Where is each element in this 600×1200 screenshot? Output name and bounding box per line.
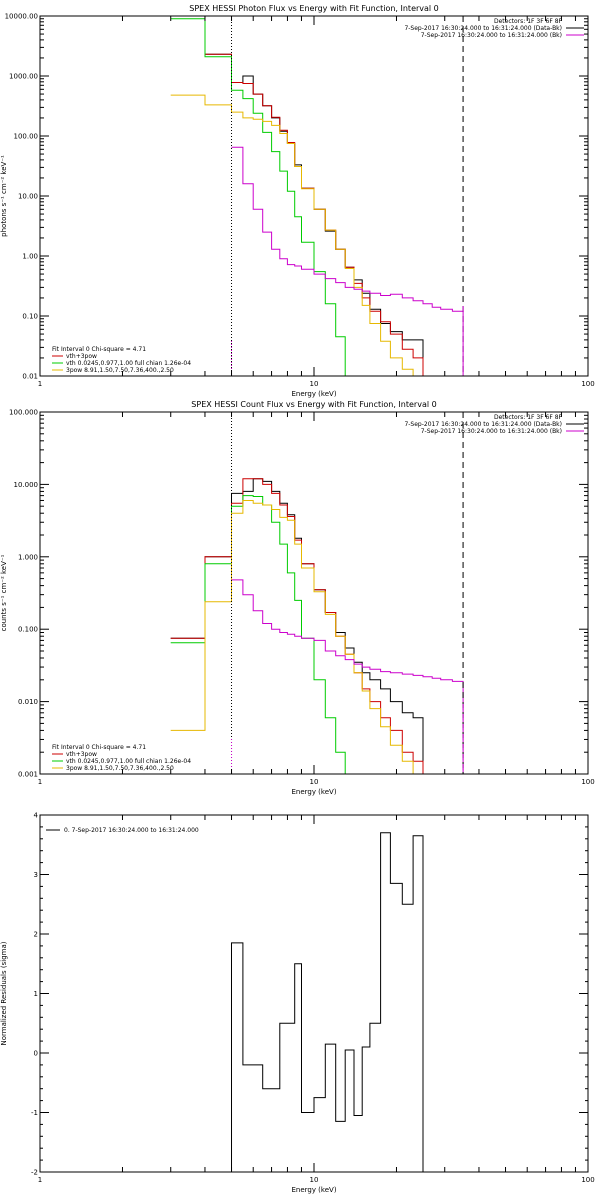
legend-line-4: 3pow 8.91,1.50,7.50,7.36,400.,2.50: [66, 367, 174, 374]
y-tick-label: 4: [34, 812, 39, 820]
chart-title: SPEX HESSI Photon Flux vs Energy with Fi…: [189, 4, 439, 13]
y-tick-label: 100.000: [9, 409, 38, 417]
y-tick-label: 1.00: [22, 253, 38, 261]
y-tick-label: 10.00: [18, 193, 38, 201]
legend-line-1: Fit Interval 0 Chi-square = 4.71: [52, 744, 146, 751]
chart-panel-1: SPEX HESSI Photon Flux vs Energy with Fi…: [0, 4, 595, 398]
series-line-3: [170, 495, 354, 774]
y-tick-label: 0.01: [22, 373, 38, 381]
series-line-2: [170, 478, 424, 774]
x-tick-label: 10: [310, 380, 319, 388]
legend-line-3: vth 0.0245,0.977,1.00 full chian 1.26e-0…: [66, 360, 191, 367]
x-tick-label: 10: [310, 778, 319, 786]
y-tick-label: -2: [31, 1169, 38, 1177]
x-tick-label: 1: [38, 380, 42, 388]
series-line-4: [170, 500, 423, 774]
info-line-3: 7-Sep-2017 16:30:24.000 to 16:31:24.000 …: [421, 428, 562, 435]
y-tick-label: -1: [31, 1109, 38, 1117]
x-tick-label: 1: [38, 778, 42, 786]
y-tick-label: 3: [34, 871, 38, 879]
series-line-1: [230, 832, 424, 1172]
y-tick-label: 0.10: [22, 313, 38, 321]
series-line-5: [231, 146, 464, 376]
x-axis-label: Energy (keV): [291, 1186, 336, 1194]
x-tick-label: 100: [581, 380, 594, 388]
chart-panel-2: SPEX HESSI Count Flux vs Energy with Fit…: [0, 400, 595, 796]
y-tick-label: 10000.00: [5, 13, 38, 21]
series-group: [170, 16, 464, 376]
series-line-4: [170, 94, 423, 376]
chart-title: SPEX HESSI Count Flux vs Energy with Fit…: [191, 400, 436, 409]
series-group: [170, 478, 464, 774]
legend-line-4: 3pow 8.91,1.50,7.50,7.36,400.,2.50: [66, 765, 174, 772]
info-line-1: Detectors: 1F 3F 6F 8F: [494, 414, 563, 421]
y-tick-label: 1000.00: [9, 73, 38, 81]
y-tick-label: 0.001: [18, 771, 38, 779]
legend-line-1: 0. 7-Sep-2017 16:30:24.000 to 16:31:24.0…: [64, 827, 199, 834]
x-tick-label: 100: [581, 778, 594, 786]
y-tick-label: 100.00: [14, 133, 39, 141]
legend-line-2: vth+3pow: [66, 353, 97, 360]
y-tick-label: 0.010: [18, 698, 38, 706]
plot-frame: [39, 814, 589, 1173]
y-axis-label: Normalized Residuals (sigma): [0, 941, 8, 1045]
x-tick-label: 100: [581, 1176, 594, 1184]
y-tick-label: 2: [34, 931, 38, 939]
y-tick-label: 1: [34, 990, 38, 998]
x-axis-label: Energy (keV): [291, 390, 336, 398]
info-line-2: 7-Sep-2017 16:30:24.000 to 16:31:24.000 …: [404, 25, 562, 32]
series-line-3: [170, 18, 354, 376]
series-line-1: [170, 478, 424, 774]
info-line-3: 7-Sep-2017 16:30:24.000 to 16:31:24.000 …: [421, 32, 562, 39]
info-line-2: 7-Sep-2017 16:30:24.000 to 16:31:24.000 …: [404, 421, 562, 428]
y-tick-label: 1.000: [18, 553, 38, 561]
x-tick-label: 10: [310, 1176, 319, 1184]
y-axis-label: counts s⁻¹ cm⁻² keV⁻¹: [0, 554, 8, 631]
series-line-5: [231, 579, 464, 774]
series-group: [230, 832, 424, 1172]
legend-line-2: vth+3pow: [66, 751, 97, 758]
legend-line-1: Fit Interval 0 Chi-square = 4.71: [52, 346, 146, 353]
x-axis-label: Energy (keV): [291, 788, 336, 796]
y-tick-label: 0: [34, 1050, 38, 1058]
legend-line-3: vth 0.0245,0.977,1.00 full chian 1.26e-0…: [66, 758, 191, 765]
y-axis-label: photons s⁻¹ cm⁻² keV⁻¹: [0, 155, 8, 237]
plot-frame: [39, 411, 589, 775]
chart-panel-3: 1 10 100 Energy (keV) -2 -1 0 1 2 3 4 Normalized Re…: [0, 812, 595, 1195]
x-tick-label: 1: [38, 1176, 42, 1184]
y-tick-label: 10.000: [14, 481, 39, 489]
y-tick-label: 0.100: [18, 626, 38, 634]
series-line-2: [170, 16, 424, 376]
info-line-1: Detectors: 1F 3F 6F 8F: [494, 18, 563, 25]
